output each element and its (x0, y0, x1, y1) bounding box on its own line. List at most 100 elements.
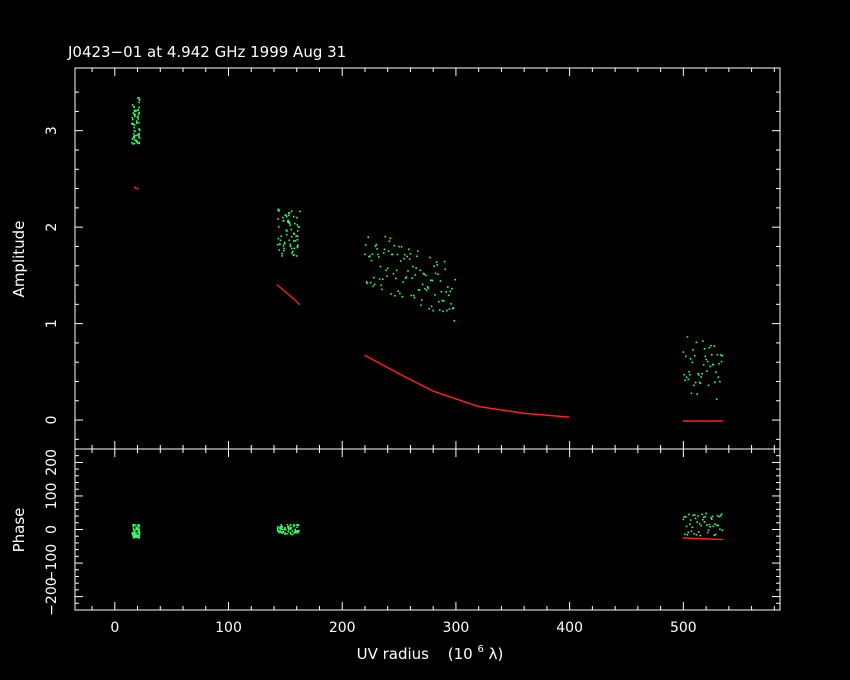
amplitude-model-point (544, 414, 546, 416)
amplitude-model-point (698, 420, 701, 422)
phase-data-point (694, 517, 697, 520)
amplitude-data-point (393, 244, 395, 247)
phase-model-point (688, 537, 690, 539)
phase-data-point (715, 524, 718, 527)
amplitude-data-point (710, 344, 712, 347)
amplitude-model-point (707, 420, 709, 422)
amplitude-model-point (377, 361, 379, 364)
amplitude-data-point (690, 392, 693, 395)
amplitude-model-point (700, 420, 703, 422)
amplitude-data-point (277, 218, 279, 220)
amplitude-data-point (415, 267, 417, 269)
amplitude-data-point (684, 379, 686, 382)
phase-data-point (136, 528, 138, 531)
amplitude-model-point (371, 358, 374, 361)
amplitude-data-point (378, 278, 381, 280)
amplitude-model-point (292, 298, 295, 300)
amplitude-model-point (404, 375, 406, 378)
amplitude-model-point (447, 395, 450, 397)
amplitude-data-point (685, 376, 688, 379)
amplitude-data-point (287, 221, 290, 224)
amplitude-model-point (446, 395, 449, 397)
amplitude-model-point (419, 383, 421, 386)
amplitude-model-point (368, 356, 370, 359)
amplitude-model-point (401, 374, 403, 376)
amplitude-model-point (465, 401, 468, 404)
amplitude-data-point (285, 233, 288, 236)
phase-data-point (717, 524, 720, 527)
phase-data-point (289, 533, 292, 535)
amplitude-model-point (288, 294, 290, 296)
amplitude-model-point (720, 420, 722, 422)
amplitude-data-point (382, 252, 385, 254)
amplitude-model-point (500, 409, 503, 411)
amplitude-data-point (706, 370, 708, 372)
phase-data-point (135, 526, 137, 528)
amplitude-model-point (364, 354, 366, 357)
amplitude-data-point (277, 209, 279, 212)
amplitude-data-point (691, 361, 694, 364)
amplitude-model-point (407, 377, 410, 380)
amplitude-model-point (508, 410, 510, 412)
amplitude-data-point (373, 276, 375, 279)
x-tick-label: 100 (215, 620, 242, 636)
amplitude-model-point (382, 364, 384, 366)
amplitude-model-point (518, 411, 521, 414)
amplitude-data-point (367, 236, 370, 239)
phase-model-point (705, 538, 707, 540)
amplitude-data-point (289, 245, 292, 248)
amplitude-data-point (416, 255, 418, 258)
phase-data-point (296, 530, 299, 533)
amplitude-data-point (424, 287, 426, 290)
amplitude-data-point (701, 373, 703, 375)
amplitude-model-point (421, 384, 423, 387)
amplitude-model-point (480, 406, 483, 408)
phase-data-point (281, 528, 283, 531)
amplitude-model-point (387, 366, 389, 369)
phase-data-point (691, 526, 694, 529)
amplitude-data-point (289, 243, 292, 246)
amplitude-model-point (538, 413, 541, 416)
phase-data-point (286, 532, 288, 535)
amplitude-model-point (425, 387, 428, 389)
amplitude-model-point (503, 409, 505, 412)
amplitude-model-point (451, 396, 453, 399)
amplitude-data-point (445, 291, 447, 293)
phase-data-point (137, 537, 140, 539)
amplitude-data-point (400, 245, 403, 248)
phase-data-point (138, 533, 141, 535)
phase-data-point (276, 525, 279, 528)
amplitude-data-point (418, 289, 421, 291)
amplitude-data-point (436, 264, 439, 266)
phase-model-point (712, 538, 714, 540)
amplitude-data-point (688, 370, 690, 373)
phase-model-point (694, 537, 697, 540)
amplitude-data-point (437, 273, 439, 276)
phase-data-point (297, 529, 300, 532)
amplitude-data-point (138, 98, 141, 101)
amplitude-data-point (138, 101, 141, 104)
phase-model-point (699, 537, 702, 540)
amplitude-data-point (133, 110, 136, 113)
amplitude-data-point (440, 290, 443, 293)
amplitude-model-point (491, 407, 493, 410)
amplitude-model-point (291, 297, 294, 299)
amplitude-model-point (562, 415, 564, 418)
amplitude-data-point (407, 270, 409, 272)
amplitude-model-point (542, 414, 544, 416)
amplitude-data-point (692, 349, 694, 351)
amplitude-model-point (483, 406, 486, 409)
phase-data-point (713, 534, 716, 537)
amplitude-data-point (710, 354, 713, 356)
amplitude-model-point (687, 420, 689, 422)
amplitude-model-point (437, 392, 439, 394)
amplitude-data-point (133, 142, 136, 145)
amplitude-data-point (383, 248, 386, 251)
amplitude-data-point (133, 106, 135, 108)
amplitude-model-point (441, 393, 444, 396)
phase-data-point (706, 524, 708, 526)
amplitude-data-point (293, 240, 295, 242)
amplitude-data-point (430, 305, 433, 308)
amplitude-data-point (694, 381, 697, 384)
amplitude-data-point (397, 290, 400, 292)
